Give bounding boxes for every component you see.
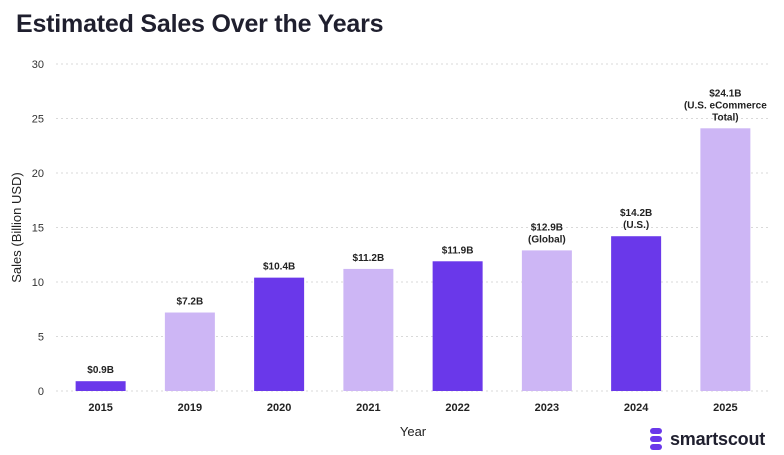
data-label: $11.2B [353,253,385,264]
bar [432,261,483,391]
x-tick-label: 2024 [624,402,649,414]
data-label: $12.9B [531,222,563,233]
data-label: $10.4B [263,262,295,273]
y-tick-label: 15 [32,223,44,235]
bar [164,312,215,391]
x-tick-label: 2023 [535,402,559,414]
data-label: (U.S.) [623,220,649,231]
data-labels: $0.9B $7.2B $10.4B $11.2B $11.9B $12.9B(Globa… [87,88,767,376]
x-tick-label: 2022 [445,402,469,414]
smartscout-logo-icon [650,428,662,450]
bar [254,277,305,391]
y-tick-label: 30 [32,59,44,71]
x-tick-label: 2020 [267,402,291,414]
data-label: $0.9B [87,365,114,376]
data-label: (Global) [528,234,566,245]
brand-logo: smartscout [648,428,765,450]
x-tick-label: 2015 [88,402,112,414]
x-tick-label: 2019 [178,402,202,414]
y-tick-label: 20 [32,168,44,180]
y-tick-label: 0 [38,386,44,398]
y-tick-label: 10 [32,277,44,289]
data-label: (U.S. eCommerce [684,100,767,111]
data-label: $11.9B [442,245,474,256]
data-label: $24.1B [709,88,741,99]
y-tick-label: 5 [38,332,44,344]
x-axis-label: Year [400,424,427,439]
bar [343,268,394,391]
grid-lines [56,63,770,392]
y-axis-label: Sales (Billion USD) [9,172,24,283]
data-label: Total) [712,112,738,123]
x-tick-label: 2025 [713,402,737,414]
y-axis-ticks: 0 5 10 15 20 25 30 [32,59,44,398]
brand-name: smartscout [670,428,766,449]
y-tick-label: 25 [32,114,44,126]
data-label: $7.2B [177,297,204,308]
bar [75,381,126,391]
bar [521,250,572,391]
bar [700,128,751,391]
chart-title: Estimated Sales Over the Years [16,10,384,38]
data-label: $14.2B [620,208,652,219]
x-tick-label: 2021 [356,402,380,414]
bar [611,236,662,391]
x-axis-ticks: 2015 2019 2020 2021 2022 2023 2024 2025 [88,402,737,414]
bars [75,128,751,391]
